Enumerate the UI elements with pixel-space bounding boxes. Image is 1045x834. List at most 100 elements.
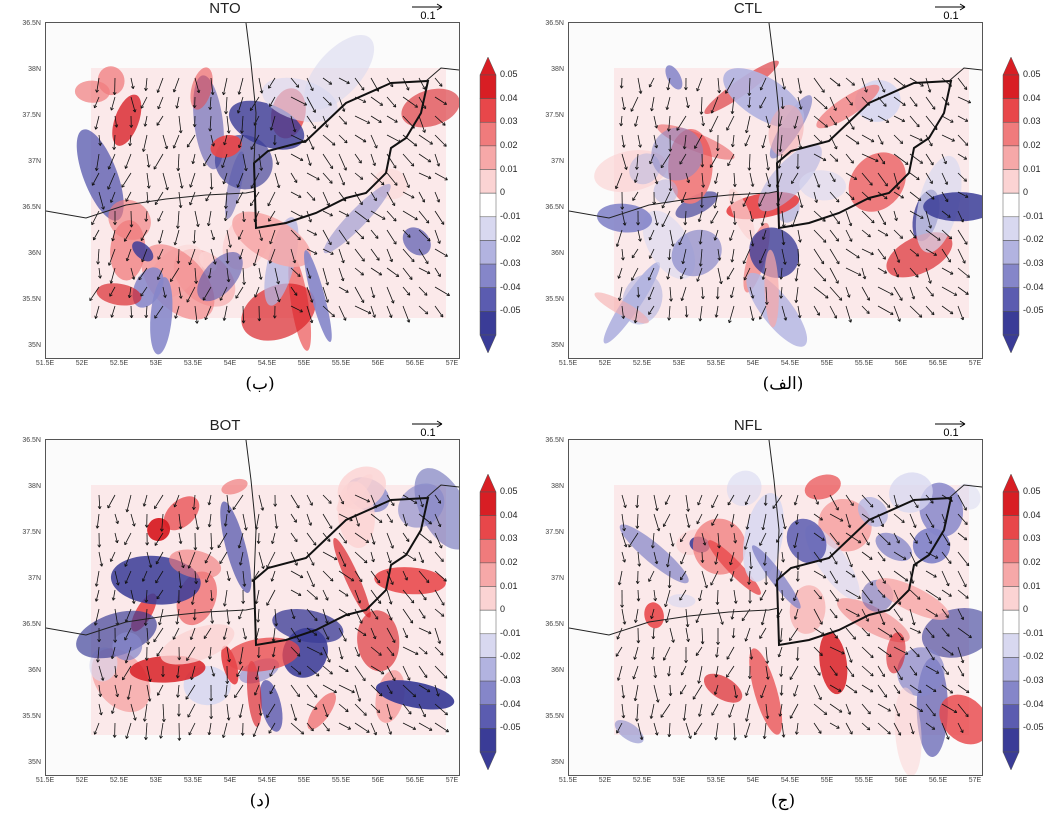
wind-vector — [146, 153, 151, 168]
wind-vector — [189, 191, 196, 206]
latitude-tick-label: 35N — [28, 759, 41, 766]
longitude-tick-label: 54E — [746, 777, 760, 784]
colorbar-tick-label: -0.05 — [500, 722, 521, 733]
wind-vector — [714, 665, 719, 678]
wind-vector — [322, 703, 329, 718]
wind-vector — [829, 722, 840, 729]
wind-vector — [114, 665, 118, 678]
wind-vector — [208, 96, 213, 110]
longitude-tick-label: 55E — [297, 777, 311, 784]
wind-vector — [745, 115, 751, 134]
wind-vector — [226, 229, 232, 248]
wind-vector — [680, 684, 687, 695]
colorbar-tick-label: 0.03 — [1023, 533, 1041, 544]
wind-vector — [354, 608, 363, 624]
wind-vector — [925, 703, 936, 717]
wind-vector — [893, 153, 909, 165]
wind-vector — [434, 305, 444, 318]
wind-vector — [694, 134, 703, 149]
wind-vector — [845, 722, 853, 735]
wind-vector — [793, 532, 799, 549]
wind-vector — [208, 646, 212, 660]
wind-vector — [893, 684, 901, 694]
wind-vector — [684, 77, 688, 91]
wind-vector — [322, 589, 329, 601]
wind-vector — [845, 229, 853, 242]
wind-vector — [779, 665, 784, 677]
wind-vector — [716, 628, 720, 645]
wind-vector — [418, 229, 431, 242]
wind-vector — [144, 513, 149, 528]
field-contour — [307, 692, 336, 730]
wind-vector — [621, 513, 626, 532]
wind-vector — [125, 722, 132, 739]
wind-vector — [957, 722, 964, 734]
wind-vector — [941, 229, 953, 240]
wind-vector — [621, 153, 628, 170]
wind-vector — [306, 608, 318, 622]
wind-vector — [621, 551, 626, 563]
wind-vector — [370, 248, 380, 261]
wind-vector — [665, 96, 671, 110]
wind-vector — [322, 570, 334, 582]
wind-vector — [749, 172, 755, 187]
wind-vector — [728, 703, 735, 718]
wind-vector — [354, 172, 364, 180]
wind-vector — [779, 684, 784, 696]
wind-vector — [322, 229, 332, 246]
wind-vector — [338, 627, 347, 642]
wind-vector — [418, 551, 425, 564]
wind-vector — [941, 115, 954, 123]
wind-vector — [223, 134, 228, 146]
wind-vector — [125, 191, 132, 202]
wind-vector — [813, 646, 823, 657]
wind-vector — [637, 134, 642, 148]
longitude-tick-label: 53.5E — [183, 777, 203, 784]
longitude-tick-label: 52.5E — [109, 360, 129, 367]
wind-vector — [957, 703, 969, 718]
wind-vector — [759, 77, 767, 91]
longitude-tick-label: 56.5E — [405, 777, 425, 784]
wind-vector — [418, 532, 432, 544]
wind-vector — [93, 608, 100, 626]
wind-vector — [154, 532, 164, 546]
wind-vector — [146, 665, 152, 682]
wind-vector — [877, 248, 886, 260]
wind-vector — [274, 286, 281, 303]
wind-vector — [699, 191, 704, 208]
wind-vector — [893, 665, 903, 681]
wind-vector — [957, 513, 968, 525]
shaded-field — [569, 440, 982, 775]
wind-vector — [112, 722, 117, 738]
wind-vector — [794, 286, 799, 303]
wind-vector — [749, 229, 755, 247]
colorbar-tick-label: -0.04 — [500, 698, 521, 709]
wind-vector — [370, 305, 376, 318]
wind-vector — [772, 494, 783, 509]
wind-vector — [209, 532, 214, 550]
wind-vector — [630, 96, 639, 112]
latitude-tick-label: 35N — [551, 759, 564, 766]
wind-vector — [941, 172, 949, 185]
wind-vector — [778, 134, 783, 153]
colorbar-tick-label: -0.01 — [1023, 627, 1044, 638]
wind-vector — [162, 172, 169, 191]
wind-vector — [110, 96, 116, 111]
wind-vector — [765, 115, 771, 129]
map-panel-nto: NTO 0.1 36.5N 38N 37.5N 37N 36.5N 36N 35.5N 35N 51… — [0, 0, 522, 417]
wind-vector — [861, 608, 869, 622]
wind-vector — [729, 570, 735, 582]
wind-vector — [153, 153, 164, 170]
wind-vector — [209, 703, 214, 720]
field-contour — [875, 578, 950, 620]
wind-vector — [290, 191, 302, 198]
wind-vector — [434, 153, 441, 167]
wind-vector — [781, 248, 787, 265]
wind-vector — [186, 646, 196, 661]
wind-vector — [258, 77, 264, 94]
wind-vector — [957, 191, 969, 198]
wind-vector — [306, 722, 314, 732]
wind-vector — [226, 608, 231, 625]
wind-vector — [434, 646, 444, 656]
wind-vector — [219, 286, 228, 301]
